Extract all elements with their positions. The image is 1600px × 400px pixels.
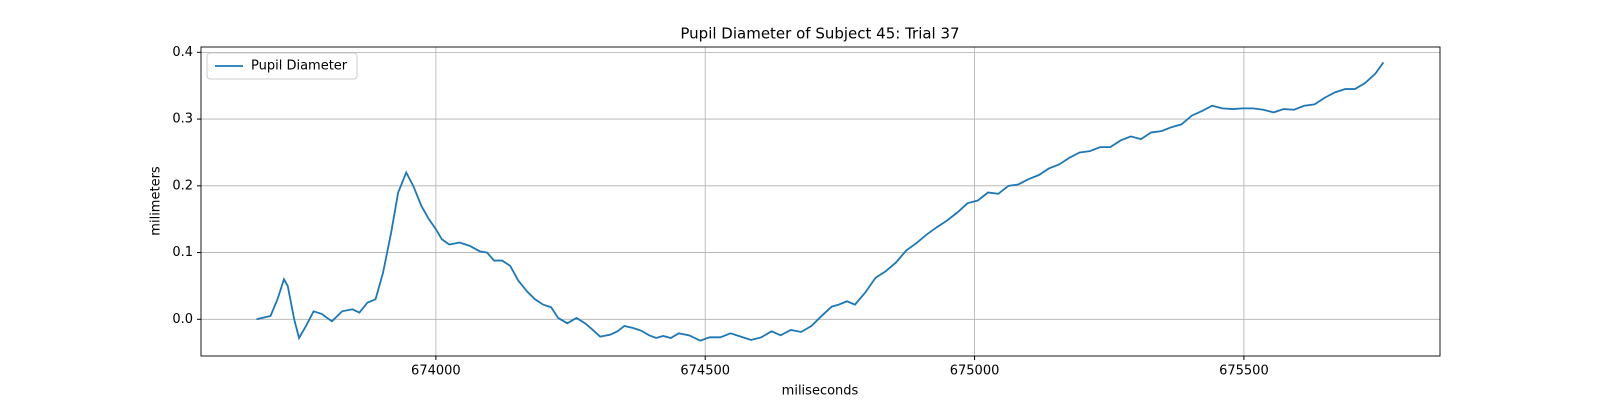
chart-title: Pupil Diameter of Subject 45: Trial 37 — [680, 25, 959, 43]
x-tick-label: 675500 — [1219, 364, 1269, 379]
legend-box — [206, 52, 358, 80]
data-line — [256, 61, 1385, 342]
legend-label: Pupil Diameter — [251, 59, 348, 74]
x-tick-label: 674000 — [411, 364, 461, 379]
y-tick-label: 0.0 — [172, 312, 193, 327]
x-axis-label: miliseconds — [782, 384, 859, 399]
y-tick-label: 0.2 — [172, 178, 193, 193]
y-axis-label: milimeters — [149, 166, 164, 236]
y-tick-label: 0.4 — [172, 45, 193, 60]
y-tick-label: 0.1 — [172, 245, 193, 260]
x-tick-label: 674500 — [680, 364, 730, 379]
x-tick-label: 675000 — [950, 364, 1000, 379]
y-tick-label: 0.3 — [172, 112, 193, 127]
plot-frame — [200, 46, 1441, 357]
